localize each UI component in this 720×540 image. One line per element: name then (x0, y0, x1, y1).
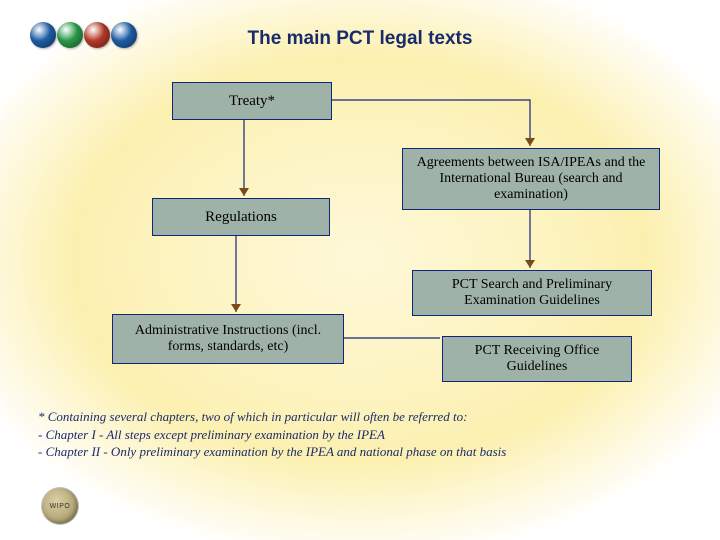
footnote-line: * Containing several chapters, two of wh… (38, 408, 506, 426)
node-label: Regulations (205, 209, 277, 226)
wipo-logo-icon: WIPO (42, 488, 78, 524)
node-label: Agreements between ISA/IPEAs and the Int… (413, 155, 649, 203)
node-regulations: Regulations (152, 198, 330, 236)
node-label: Administrative Instructions (incl. forms… (123, 323, 333, 355)
footnote: * Containing several chapters, two of wh… (38, 408, 506, 461)
node-receiving-guidelines: PCT Receiving Office Guidelines (442, 336, 632, 382)
node-label: PCT Search and Preliminary Examination G… (423, 277, 641, 309)
node-treaty: Treaty* (172, 82, 332, 120)
page-title: The main PCT legal texts (0, 28, 720, 50)
node-label: PCT Receiving Office Guidelines (453, 343, 621, 375)
node-search-guidelines: PCT Search and Preliminary Examination G… (412, 270, 652, 316)
footnote-line: - Chapter I - All steps except prelimina… (38, 426, 506, 444)
node-label: Treaty* (229, 93, 275, 110)
footnote-line: - Chapter II - Only preliminary examinat… (38, 443, 506, 461)
node-admin-instructions: Administrative Instructions (incl. forms… (112, 314, 344, 364)
node-agreements: Agreements between ISA/IPEAs and the Int… (402, 148, 660, 210)
